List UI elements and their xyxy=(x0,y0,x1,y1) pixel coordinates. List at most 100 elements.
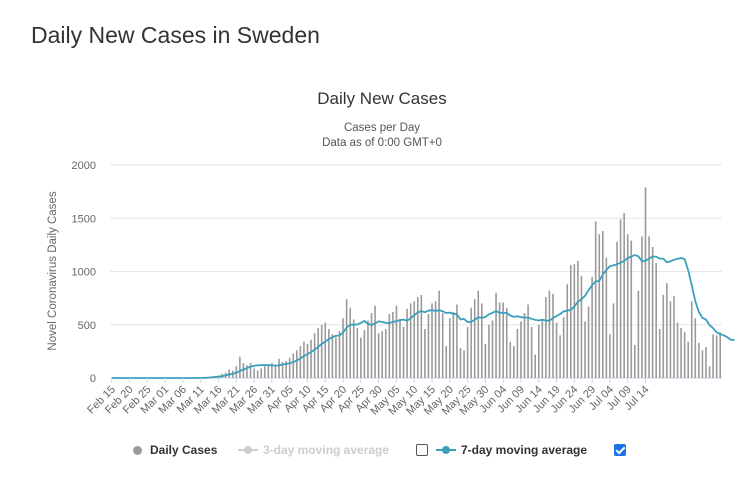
daily-case-bar[interactable] xyxy=(612,303,615,378)
daily-case-bar[interactable] xyxy=(306,343,309,378)
daily-case-bar[interactable] xyxy=(669,301,672,378)
daily-case-bar[interactable] xyxy=(338,331,341,378)
daily-case-bar[interactable] xyxy=(249,363,252,378)
daily-case-bar[interactable] xyxy=(324,322,327,378)
daily-case-bar[interactable] xyxy=(520,321,522,378)
daily-case-bar[interactable] xyxy=(395,305,398,378)
daily-case-bar[interactable] xyxy=(317,327,319,378)
daily-case-bar[interactable] xyxy=(388,314,391,378)
daily-case-bar[interactable] xyxy=(278,358,280,378)
daily-case-bar[interactable] xyxy=(705,347,707,378)
daily-case-bar[interactable] xyxy=(260,368,263,378)
daily-case-bar[interactable] xyxy=(274,365,277,378)
daily-case-bar[interactable] xyxy=(619,219,622,378)
daily-case-bar[interactable] xyxy=(335,337,337,378)
daily-case-bar[interactable] xyxy=(360,337,362,378)
daily-case-bar[interactable] xyxy=(352,319,355,378)
daily-case-bar[interactable] xyxy=(530,326,533,378)
daily-case-bar[interactable] xyxy=(281,362,284,378)
daily-case-bar[interactable] xyxy=(406,308,408,378)
daily-case-bar[interactable] xyxy=(644,187,647,378)
daily-case-bar[interactable] xyxy=(299,346,302,378)
daily-case-bar[interactable] xyxy=(445,346,448,378)
daily-case-bar[interactable] xyxy=(381,331,383,378)
daily-case-bar[interactable] xyxy=(253,368,255,378)
daily-case-bar[interactable] xyxy=(320,324,323,378)
ma3-checkbox[interactable] xyxy=(416,444,428,456)
daily-case-bar[interactable] xyxy=(701,350,704,378)
daily-case-bar[interactable] xyxy=(285,360,287,378)
legend-ma3-toggle[interactable] xyxy=(416,440,428,460)
daily-case-bar[interactable] xyxy=(719,332,722,378)
daily-case-bar[interactable] xyxy=(370,313,373,378)
daily-case-bar[interactable] xyxy=(409,303,412,378)
daily-case-bar[interactable] xyxy=(313,333,316,378)
daily-case-bar[interactable] xyxy=(427,314,430,378)
daily-case-bar[interactable] xyxy=(413,301,416,378)
daily-case-bar[interactable] xyxy=(698,342,700,378)
daily-case-bar[interactable] xyxy=(328,329,330,378)
daily-case-bar[interactable] xyxy=(310,339,312,378)
daily-case-bar[interactable] xyxy=(587,306,590,378)
daily-case-bar[interactable] xyxy=(712,334,714,378)
daily-case-bar[interactable] xyxy=(577,260,579,378)
daily-case-bar[interactable] xyxy=(690,301,693,378)
daily-case-bar[interactable] xyxy=(523,313,526,378)
daily-case-bar[interactable] xyxy=(605,257,608,378)
daily-case-bar[interactable] xyxy=(374,305,376,378)
daily-case-bar[interactable] xyxy=(687,341,689,378)
daily-case-bar[interactable] xyxy=(466,326,469,378)
daily-case-bar[interactable] xyxy=(513,346,515,378)
daily-case-bar[interactable] xyxy=(491,320,494,378)
daily-case-bar[interactable] xyxy=(342,318,344,378)
daily-case-bar[interactable] xyxy=(559,335,561,378)
daily-case-bar[interactable] xyxy=(402,326,405,378)
daily-case-bar[interactable] xyxy=(420,294,423,378)
daily-case-bar[interactable] xyxy=(602,231,604,378)
daily-case-bar[interactable] xyxy=(651,247,654,378)
daily-case-bar[interactable] xyxy=(392,311,394,378)
daily-case-bar[interactable] xyxy=(584,321,586,378)
daily-case-bar[interactable] xyxy=(416,297,419,378)
daily-case-bar[interactable] xyxy=(384,329,387,378)
daily-case-bar[interactable] xyxy=(424,329,426,378)
daily-case-bar[interactable] xyxy=(263,366,266,378)
legend-ma3[interactable]: 3-day moving average xyxy=(238,440,389,460)
daily-case-bar[interactable] xyxy=(256,370,259,378)
daily-case-bar[interactable] xyxy=(537,324,540,378)
daily-case-bar[interactable] xyxy=(498,302,501,378)
daily-case-bar[interactable] xyxy=(399,319,401,378)
daily-case-bar[interactable] xyxy=(694,318,697,378)
daily-case-bar[interactable] xyxy=(548,290,551,378)
daily-case-bar[interactable] xyxy=(634,344,636,378)
daily-case-bar[interactable] xyxy=(502,302,504,378)
daily-case-bar[interactable] xyxy=(598,234,601,378)
daily-case-bar[interactable] xyxy=(296,350,298,378)
daily-case-bar[interactable] xyxy=(331,334,334,378)
daily-case-bar[interactable] xyxy=(609,334,611,378)
daily-case-bar[interactable] xyxy=(473,299,476,378)
daily-case-bar[interactable] xyxy=(505,307,508,378)
daily-case-bar[interactable] xyxy=(616,241,618,378)
daily-case-bar[interactable] xyxy=(470,307,472,378)
daily-case-bar[interactable] xyxy=(463,350,465,378)
daily-case-bar[interactable] xyxy=(662,294,665,378)
legend-ma7[interactable]: 7-day moving average xyxy=(436,440,587,460)
daily-case-bar[interactable] xyxy=(676,322,679,378)
daily-case-bar[interactable] xyxy=(623,212,625,378)
daily-case-bar[interactable] xyxy=(680,327,682,378)
ma7-series-line[interactable] xyxy=(111,254,735,379)
daily-case-bar[interactable] xyxy=(626,234,629,378)
daily-case-bar[interactable] xyxy=(552,293,554,378)
daily-case-bar[interactable] xyxy=(594,221,597,378)
daily-case-bar[interactable] xyxy=(242,363,245,378)
daily-case-bar[interactable] xyxy=(708,366,711,378)
daily-case-bar[interactable] xyxy=(477,290,480,378)
daily-case-bar[interactable] xyxy=(658,329,661,378)
daily-case-bar[interactable] xyxy=(509,341,512,378)
daily-case-bar[interactable] xyxy=(449,318,451,378)
daily-case-bar[interactable] xyxy=(292,353,295,378)
daily-case-bar[interactable] xyxy=(349,307,351,378)
daily-case-bar[interactable] xyxy=(267,364,270,378)
daily-case-bar[interactable] xyxy=(566,284,569,378)
